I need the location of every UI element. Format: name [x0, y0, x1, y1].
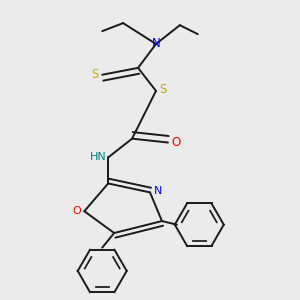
Text: S: S	[91, 68, 98, 81]
Text: N: N	[154, 186, 163, 196]
Text: O: O	[172, 136, 181, 149]
Text: HN: HN	[90, 152, 107, 163]
Text: O: O	[73, 206, 81, 216]
Text: S: S	[160, 83, 167, 96]
Text: N: N	[152, 38, 160, 50]
